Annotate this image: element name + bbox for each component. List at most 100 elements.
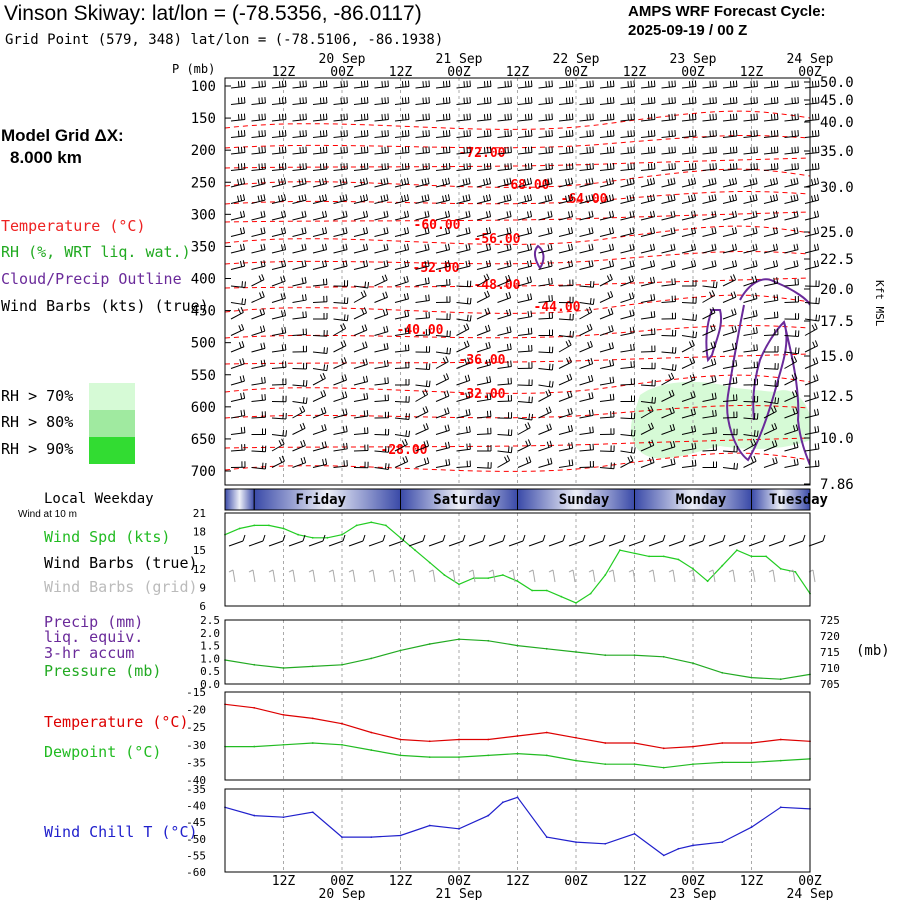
wind-barb-feather [692,314,694,321]
bottom-time-tick: 00Z [330,874,354,889]
wind-barb-feather [343,146,345,153]
wind-barb [538,380,554,388]
wind-barb-shaft [251,450,266,453]
wind-speed-line-point [370,521,373,524]
kft-msl-label: Kft MSL [873,280,886,327]
wind-barb-shaft [374,199,389,204]
wind-barb-feather [773,80,776,87]
wind-barb [476,376,492,386]
wind-barb-feather [322,130,325,137]
wind-barb-feather [401,81,404,88]
wind-barb-feather [524,163,527,170]
wind-barb-feather [590,375,594,382]
wind-barb [599,411,615,419]
wind-barb-feather [383,343,386,350]
wind-barb-shaft [435,335,450,338]
wind-barb-feather [694,113,697,120]
wind-barb [476,97,492,105]
wind-barb-feather [756,163,758,170]
wind-barb [640,311,656,320]
wind-barb [251,194,266,204]
wind-barb-feather [670,244,673,251]
wind-barb [722,445,738,453]
wind-barb-feather [612,146,615,153]
wind-barb-shaft [763,183,778,188]
wind-barb-feather [529,260,533,267]
grid-barb-feather [468,569,474,573]
wind-barb [620,309,635,320]
wind-barb-shaft [497,460,510,468]
wind-barb-feather [279,456,283,463]
temp-tick-label: -20 [186,704,206,717]
wind-barb-shaft [415,411,429,419]
wind-barb-shaft [415,368,430,370]
grid-barb-shaft [412,569,416,583]
wind-barb-shaft [599,265,614,270]
wind-barb [599,80,615,89]
wind-barb-shaft [743,417,758,420]
wind-barb-shaft [640,152,655,155]
wind-barb [743,260,758,270]
wind-barb-feather [299,130,301,137]
wind-barb [333,323,347,336]
wind-barb-feather [341,392,345,399]
wind-barb [558,339,572,353]
wind-barb-shaft [394,417,409,420]
wind-barb-shaft [456,397,471,402]
wind-barb-shaft [558,344,572,353]
wind-barb [476,393,492,402]
wind-barb [497,227,512,237]
wind-barb [763,177,779,188]
wind-barb-feather [550,243,553,250]
windchill-tick-label: -35 [186,783,206,796]
top-time-tick: 12Z [740,65,764,80]
wind-barb-feather [632,309,635,316]
wind-barb [804,243,820,254]
wind-barb [271,292,286,303]
wind-barb-feather [770,179,773,186]
wind-barb-shaft [292,216,307,221]
wind-barb-feather [608,244,612,251]
wind-barb-feather [237,97,240,104]
wind-barb-feather [468,260,471,267]
wind-barb-shaft [722,399,737,402]
wind-barb-feather [403,178,407,185]
wind-barb [333,130,348,138]
wind-barb-shaft [456,328,470,336]
surface-wind-barb [368,534,386,547]
wind-barb [353,358,368,369]
wind-barb-feather [629,327,632,334]
wind-barb [497,429,513,436]
wind-barb [353,194,369,204]
surface-wind-barb [428,534,446,547]
wind-barb-feather [340,147,342,154]
wind-barb-shaft [743,298,758,303]
wind-tick-label: 21 [193,507,206,520]
wind-barb [476,177,492,188]
surface-wind-barb [688,534,706,547]
wind-barb [702,461,717,468]
wind-barb [415,277,430,287]
wind-barb-shaft [743,434,758,437]
wind-barb-shaft [804,328,818,336]
legend-accum: 3-hr accum [44,644,135,662]
wind-barb [312,372,326,386]
surface-barb-feather [782,534,786,542]
wind-barb-feather [324,194,328,201]
wind-barb-shaft [763,249,778,254]
wind-barb-shaft [517,444,531,452]
wind-barb-feather [341,358,345,365]
wind-barb-shaft [620,280,634,287]
wind-barb-feather [278,130,281,137]
wind-barb [804,227,820,237]
wind-barb-shaft [743,280,757,287]
wind-barb-feather [671,389,675,396]
grid-barb-feather [568,569,574,573]
wind-barb-feather [527,311,530,318]
surface-barb-shaft [648,540,664,547]
wind-barb-feather [567,260,571,267]
wind-barb-feather [262,308,266,315]
wind-barb-shaft [456,199,471,204]
wind-barb [764,346,779,353]
wind-barb [456,408,471,419]
